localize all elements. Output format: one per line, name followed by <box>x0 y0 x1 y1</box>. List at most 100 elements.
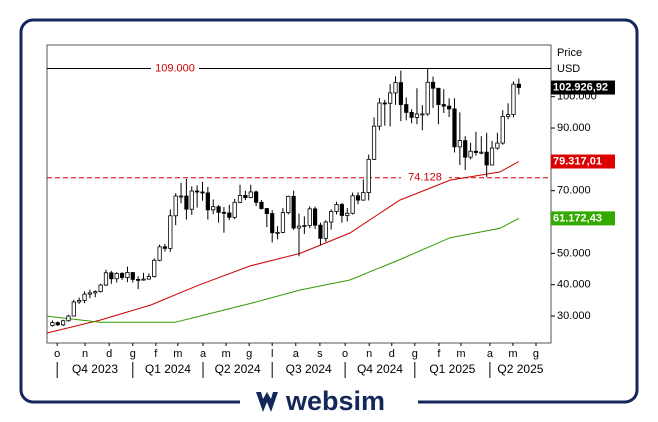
candle-body <box>248 191 253 199</box>
candle-body <box>457 140 462 148</box>
level-label-bg <box>401 171 449 184</box>
candle-body <box>441 104 446 107</box>
candle-body <box>479 151 484 154</box>
candle-body <box>87 292 92 295</box>
candle-body <box>184 195 189 210</box>
candle-body <box>302 225 307 227</box>
candle-body <box>55 322 60 326</box>
candle-body <box>323 221 328 239</box>
candle-body <box>500 116 505 144</box>
x-tick-label: g <box>412 348 418 360</box>
candle-body <box>350 195 355 214</box>
level-label: 74.128 <box>408 172 442 184</box>
x-tick-label: l <box>271 348 273 360</box>
quarter-label: Q2 2024 <box>215 362 261 376</box>
candle-body <box>168 215 173 249</box>
candle-body <box>382 102 387 105</box>
x-tick-label: n <box>366 348 372 360</box>
candle-body <box>388 92 393 104</box>
candle-body <box>141 278 146 281</box>
y-tick-label: 70.000 <box>557 185 591 197</box>
candle-body <box>93 291 98 294</box>
candle-body <box>398 82 403 105</box>
candle-body <box>119 273 125 278</box>
candle-body <box>377 102 382 127</box>
candle-body <box>146 276 151 280</box>
candle-body <box>361 192 366 201</box>
candle-body <box>334 204 339 212</box>
candle-body <box>125 272 130 278</box>
price-marker-label: 102.926,92 <box>553 81 608 93</box>
candle-body <box>414 113 420 118</box>
x-tick-label: o <box>342 348 348 360</box>
candle-body <box>173 195 178 217</box>
candle-body <box>77 299 82 303</box>
x-tick-label: f <box>437 348 441 360</box>
candle-body <box>157 246 162 261</box>
candle-body <box>189 190 194 210</box>
x-tick-label: g <box>533 348 539 360</box>
candle-body <box>489 147 495 166</box>
candle-body <box>136 278 141 281</box>
candle-body <box>468 150 473 158</box>
candle-body <box>227 212 232 218</box>
candle-body <box>296 225 302 229</box>
candle-body <box>425 81 430 115</box>
candle-body <box>237 195 243 203</box>
x-tick-label: d <box>106 348 112 360</box>
candle-body <box>473 150 479 153</box>
price-marker-label: 79.317,01 <box>553 155 602 167</box>
price-label: Price <box>557 47 582 59</box>
x-tick-label: o <box>54 348 60 360</box>
candle-body <box>409 111 414 118</box>
candle-body <box>82 293 87 301</box>
brand-icon <box>256 392 278 412</box>
price-marker <box>551 80 615 95</box>
price-marker <box>551 211 615 226</box>
candle-body <box>291 195 296 229</box>
brand-name: websim <box>285 386 385 416</box>
y-tick-label: 90.000 <box>557 122 591 134</box>
candle-body <box>232 201 237 218</box>
candle-body <box>66 315 71 322</box>
candle-body <box>339 204 344 216</box>
quarter-label: Q3 2024 <box>286 362 332 376</box>
candle-body <box>60 320 66 326</box>
price-marker-label: 61.172,43 <box>553 212 602 224</box>
x-tick-label: m <box>221 348 230 360</box>
x-tick-label: d <box>389 348 395 360</box>
quarter-label: Q4 2023 <box>72 362 118 376</box>
level-label-bg <box>151 62 199 75</box>
x-tick-label: m <box>456 348 465 360</box>
candle-body <box>484 151 489 166</box>
quarter-label: Q1 2025 <box>429 362 475 376</box>
y-tick-label: 30.000 <box>557 310 591 322</box>
candle-body <box>216 206 221 213</box>
candle-body <box>318 224 323 239</box>
x-tick-label: s <box>317 348 323 360</box>
candle-body <box>254 191 259 203</box>
quarter-label: Q1 2024 <box>145 362 191 376</box>
candle-body <box>162 246 168 249</box>
candle-body <box>371 125 377 160</box>
candle-body <box>178 195 184 198</box>
candle-body <box>393 82 398 94</box>
brand-logo <box>256 392 278 412</box>
candle-body <box>205 192 210 211</box>
candle-body <box>280 212 286 233</box>
candle-body <box>404 104 409 113</box>
candle-body <box>259 201 264 209</box>
x-tick-label: a <box>200 348 207 360</box>
unit-label: USD <box>557 63 580 75</box>
plot-border <box>46 44 552 344</box>
candle-body <box>345 212 350 216</box>
candle-body <box>511 83 516 115</box>
moving-average-line <box>46 161 520 334</box>
candle-body <box>270 213 275 234</box>
candle-body <box>366 158 371 193</box>
candle-body <box>355 195 361 201</box>
candle-body <box>243 195 248 199</box>
candle-body <box>114 273 119 280</box>
candle-body <box>275 231 280 234</box>
